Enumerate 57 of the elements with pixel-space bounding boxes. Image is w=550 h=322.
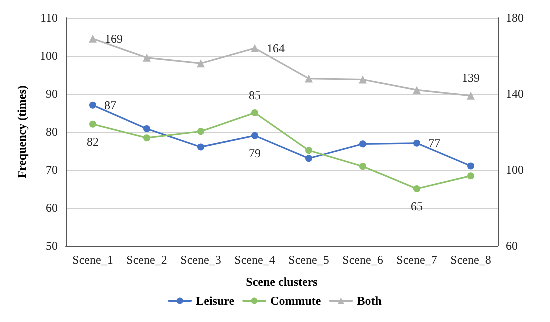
x-tick-label: Scene_7	[396, 253, 438, 267]
point	[90, 120, 96, 128]
point	[198, 128, 204, 136]
y2-tick-label: 180	[506, 11, 524, 25]
point	[359, 76, 367, 84]
y-tick-label: 110	[40, 11, 58, 25]
legend-label: Commute	[270, 294, 322, 308]
point	[360, 140, 366, 148]
y2-tick-label: 60	[506, 239, 518, 253]
data-label: 79	[249, 146, 261, 160]
point	[414, 186, 420, 192]
point	[144, 125, 150, 132]
data-label: 87	[104, 98, 116, 112]
y-tick-label: 50	[46, 239, 58, 253]
y-tick-label: 60	[46, 201, 58, 215]
point	[198, 144, 204, 151]
point	[197, 60, 205, 68]
x-tick-label: Scene_4	[234, 253, 276, 267]
point	[252, 110, 258, 116]
y-tick-label: 80	[46, 125, 58, 139]
y-tick-label: 70	[46, 163, 58, 177]
y2-tick-label: 140	[506, 87, 524, 101]
point	[467, 92, 475, 100]
point	[468, 172, 474, 180]
point	[305, 74, 313, 83]
point	[468, 162, 474, 170]
y-axis-title: Frequency (times)	[15, 86, 29, 178]
data-label: 169	[105, 32, 123, 46]
x-tick-label: Scene_2	[126, 253, 168, 267]
x-tick-label: Scene_5	[288, 253, 330, 267]
x-tick-label: Scene_3	[180, 253, 222, 267]
data-label: 139	[462, 70, 480, 85]
point	[306, 147, 312, 154]
data-label: 65	[411, 200, 423, 214]
point	[413, 86, 421, 94]
point	[306, 155, 312, 162]
point	[90, 102, 96, 109]
point	[89, 34, 97, 43]
x-tick-label: Scene_6	[342, 253, 384, 267]
point	[252, 132, 258, 140]
y-tick-label: 90	[46, 87, 58, 101]
data-label: 85	[249, 88, 261, 102]
data-label: 82	[87, 134, 99, 149]
data-label: 77	[428, 136, 440, 150]
point	[251, 44, 259, 52]
y2-tick-label: 100	[506, 163, 524, 177]
point	[143, 54, 151, 62]
x-axis-title: Scene clusters	[246, 275, 318, 289]
point	[144, 134, 150, 142]
x-tick-label: Scene_8	[450, 253, 492, 267]
legend-label: Leisure	[196, 294, 236, 308]
data-label: 164	[267, 41, 285, 56]
y-tick-label: 100	[40, 49, 58, 63]
point	[414, 140, 420, 147]
legend-label: Both	[357, 294, 382, 308]
point	[360, 163, 366, 170]
x-tick-label: Scene_1	[72, 253, 114, 267]
